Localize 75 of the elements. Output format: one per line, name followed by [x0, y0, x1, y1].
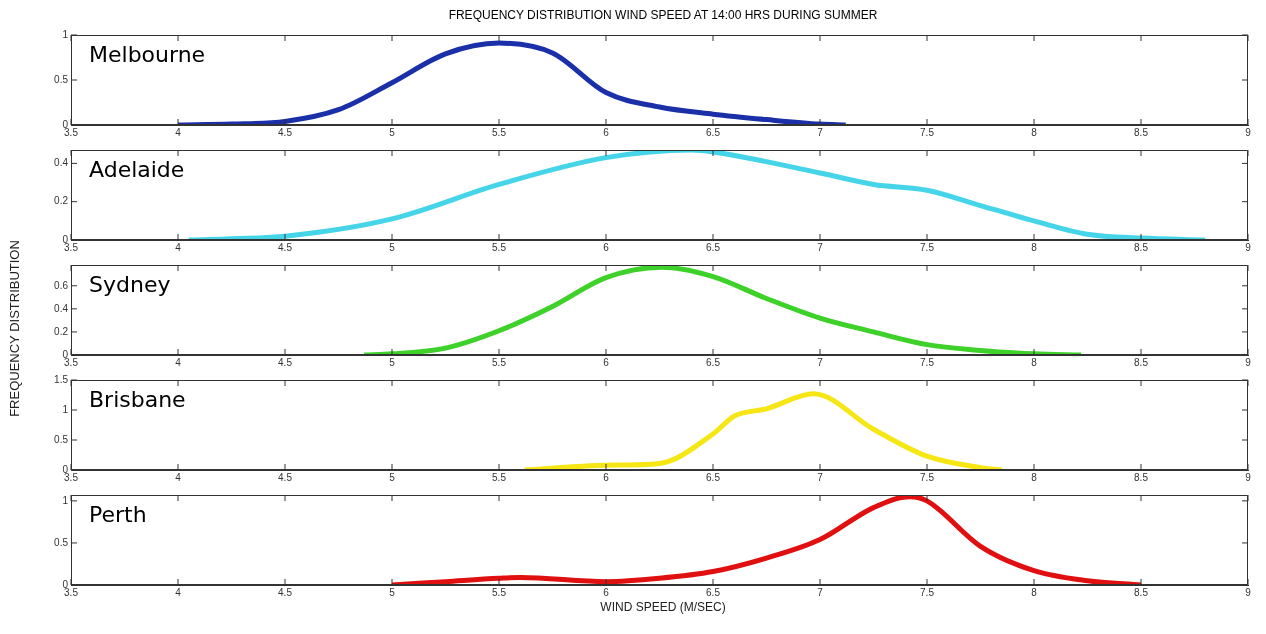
x-tick-label: 9	[1245, 356, 1252, 368]
y-tick-label: 0.5	[54, 536, 69, 548]
x-tick-label: 9	[1245, 586, 1252, 598]
text: Perth	[89, 501, 147, 527]
x-tick-label: 6.5	[706, 356, 721, 368]
x-tick-label: 9	[1245, 126, 1252, 138]
x-tick-label: 7.5	[920, 241, 935, 253]
x-tick-label: 8	[1031, 356, 1038, 368]
x-tick-label: 6.5	[706, 241, 721, 253]
x-tick-label: 5.5	[492, 356, 507, 368]
x-tick-label: 6.5	[706, 471, 721, 483]
x-tick-label: 7	[817, 126, 824, 138]
text: Sydney	[89, 271, 171, 297]
x-tick-label: 7	[817, 356, 824, 368]
x-axis-title: WIND SPEED (M/SEC)	[599, 600, 727, 615]
x-tick-label: 7.5	[920, 356, 935, 368]
x-tick-label: 6.5	[706, 586, 721, 598]
x-tick-label: 5.5	[492, 241, 507, 253]
x-tick-label: 8	[1031, 126, 1038, 138]
x-tick-label: 4.5	[278, 126, 293, 138]
x-tick-label: 5	[389, 586, 396, 598]
x-tick-label: 6.5	[706, 126, 721, 138]
x-tick-label: 4.5	[278, 586, 293, 598]
y-tick-label: 0.4	[54, 302, 69, 314]
x-tick-label: 8	[1031, 241, 1038, 253]
x-tick-label: 8	[1031, 471, 1038, 483]
x-tick-label: 6	[603, 586, 610, 598]
x-tick-label: 7	[817, 471, 824, 483]
y-tick-label: 1	[62, 28, 69, 40]
y-axis-title: FREQUENCY DISTRIBUTION	[6, 240, 22, 417]
x-tick-label: 4.5	[278, 241, 293, 253]
chart-title: FREQUENCY DISTRIBUTION WIND SPEED AT 14:00 HRS DURING SUMMER	[447, 7, 879, 24]
text: Melbourne	[89, 41, 206, 67]
x-tick-label: 5	[389, 241, 396, 253]
x-tick-label: 8.5	[1134, 356, 1149, 368]
x-tick-label: 8.5	[1134, 471, 1149, 483]
y-tick-label: 0.2	[54, 325, 69, 337]
y-tick-label: 1.5	[54, 373, 69, 385]
x-tick-label: 8.5	[1134, 126, 1149, 138]
y-tick-label: 0.6	[54, 279, 69, 291]
x-tick-label: 6	[603, 471, 610, 483]
x-tick-label: 9	[1245, 241, 1252, 253]
x-tick-label: 4.5	[278, 356, 293, 368]
x-tick-label: 5.5	[492, 586, 507, 598]
x-tick-label: 7.5	[920, 586, 935, 598]
x-tick-label: 9	[1245, 471, 1252, 483]
x-tick-label: 4	[175, 241, 182, 253]
x-tick-label: 4	[175, 471, 182, 483]
x-tick-label: 8.5	[1134, 586, 1149, 598]
x-tick-label: 7	[817, 241, 824, 253]
y-tick-label: 0.5	[54, 433, 69, 445]
x-tick-label: 8.5	[1134, 241, 1149, 253]
y-tick-label: 1	[62, 494, 69, 506]
x-tick-label: 7.5	[920, 471, 935, 483]
x-tick-label: 5	[389, 356, 396, 368]
y-tick-label: 0.5	[54, 73, 69, 85]
x-tick-label: 7	[817, 586, 824, 598]
y-tick-label: 0.4	[54, 157, 69, 169]
x-tick-label: 6	[603, 241, 610, 253]
x-tick-label: 5	[389, 126, 396, 138]
x-tick-label: 8	[1031, 586, 1038, 598]
x-tick-label: 5.5	[492, 126, 507, 138]
text: Adelaide	[89, 156, 185, 182]
x-tick-label: 4.5	[278, 471, 293, 483]
x-tick-label: 5.5	[492, 471, 507, 483]
x-tick-label: 7.5	[920, 126, 935, 138]
x-tick-label: 5	[389, 471, 396, 483]
text: Brisbane	[89, 386, 186, 412]
x-tick-label: 6	[603, 126, 610, 138]
y-tick-label: 0.2	[54, 195, 69, 207]
y-tick-label: 1	[62, 403, 69, 415]
x-tick-label: 6	[603, 356, 610, 368]
x-tick-label: 4	[175, 126, 182, 138]
x-tick-label: 4	[175, 356, 182, 368]
x-tick-label: 4	[175, 586, 182, 598]
